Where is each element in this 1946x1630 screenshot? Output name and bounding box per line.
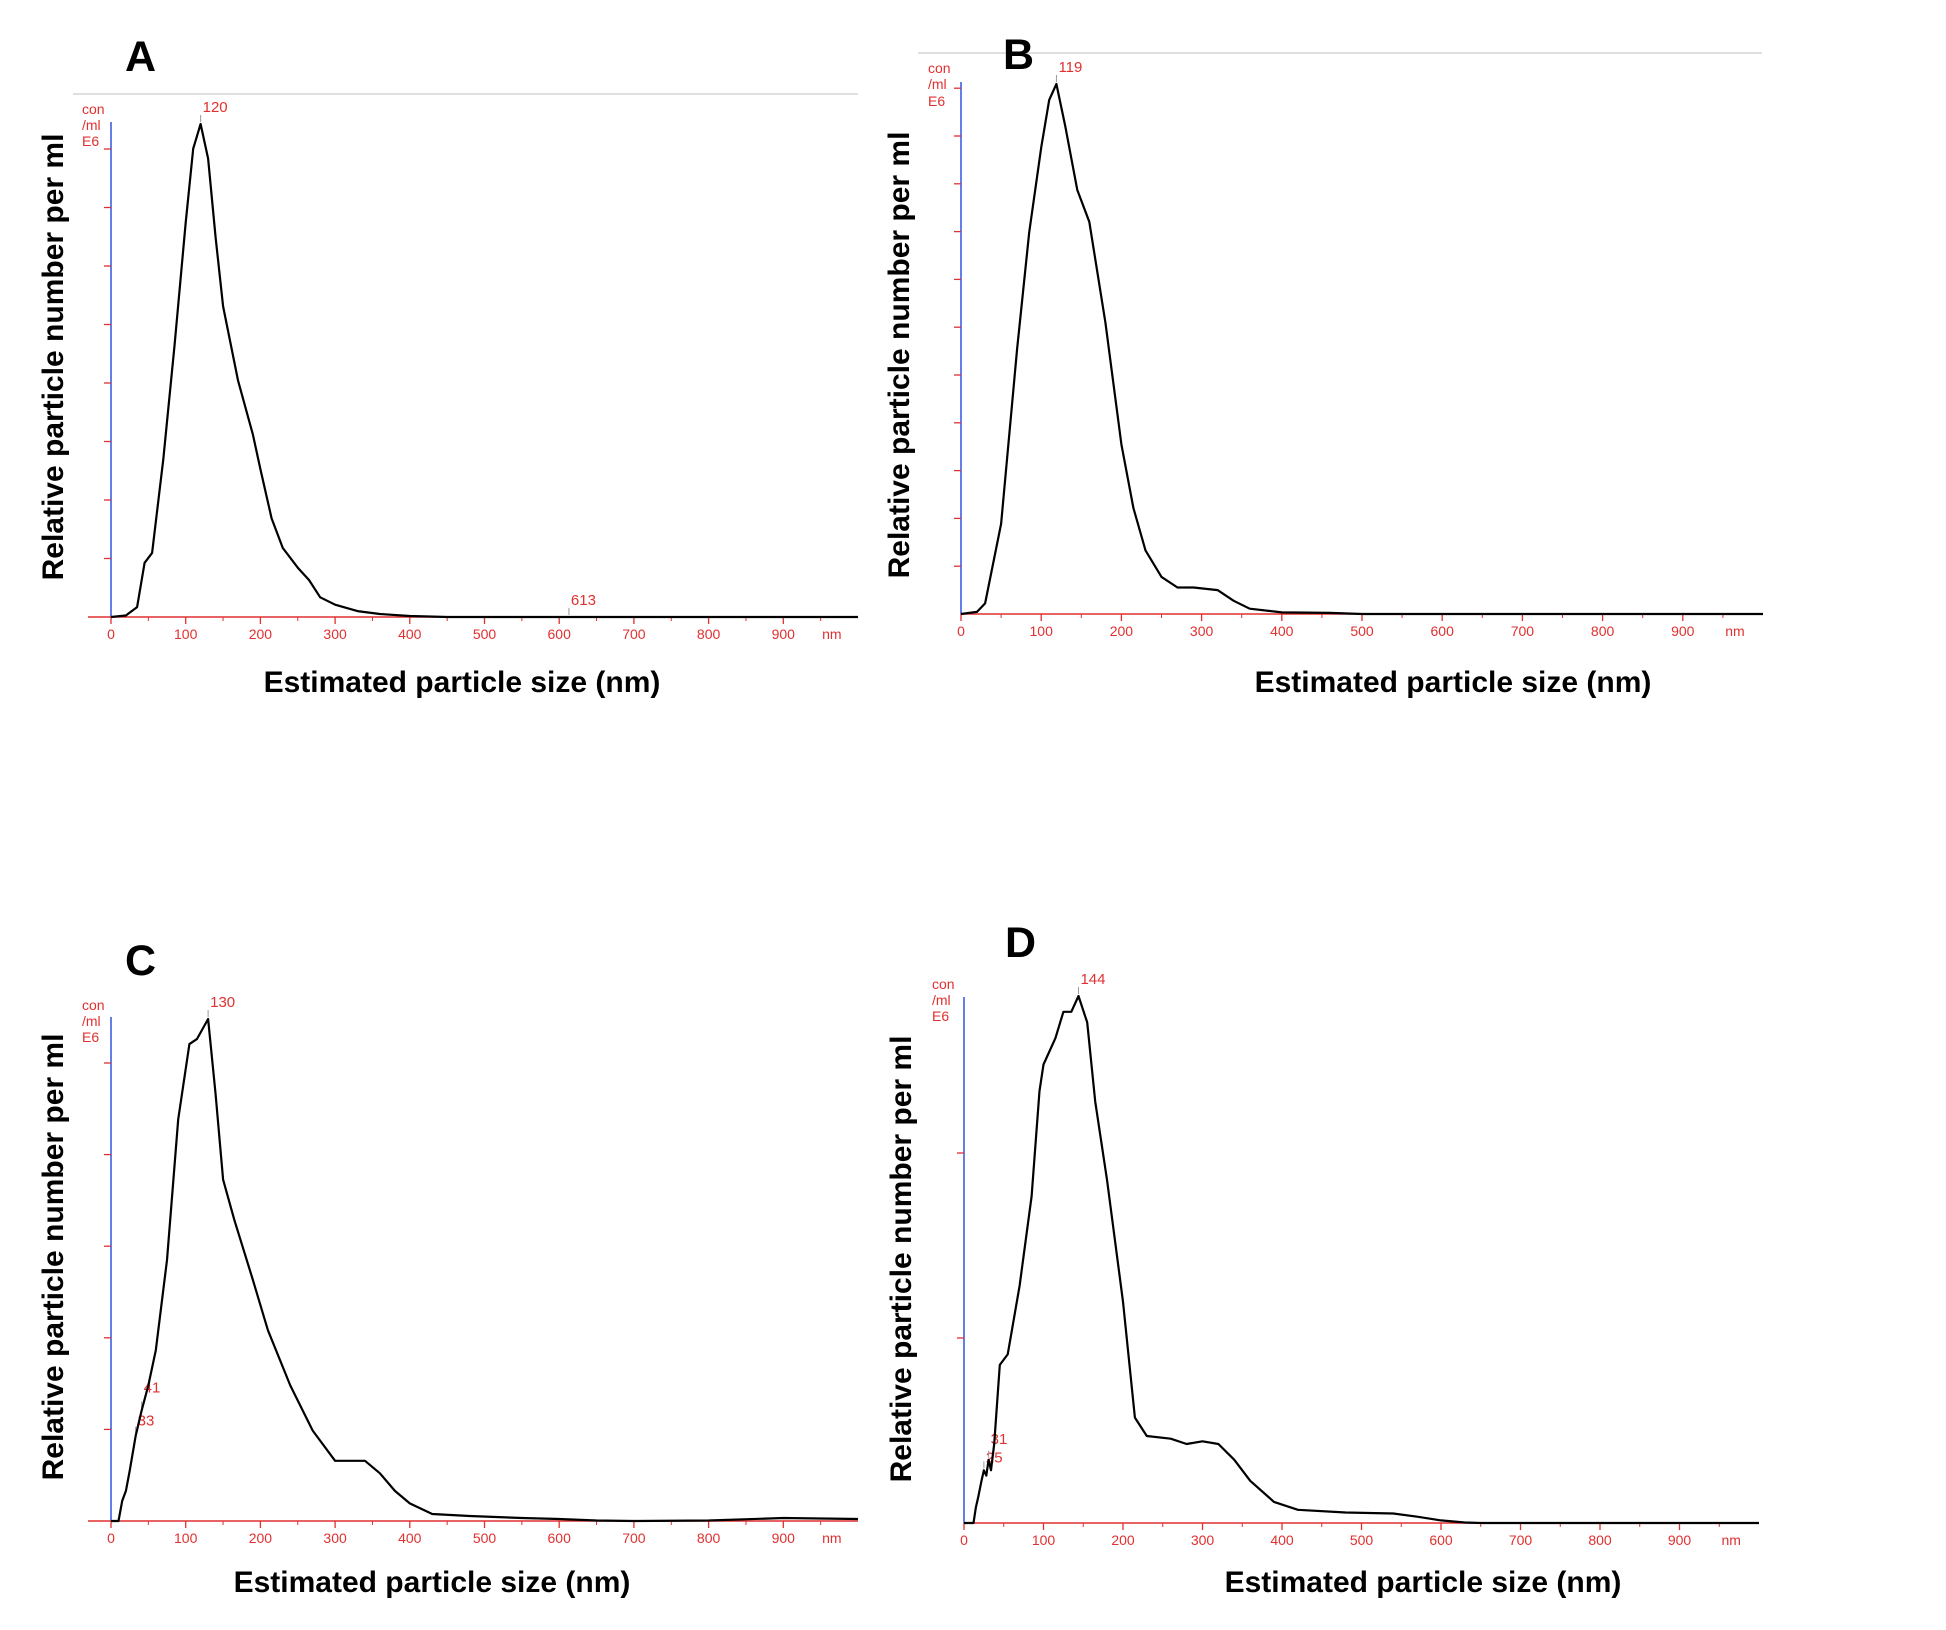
panel-a: A con /ml E6 0 100 200 300 400 500 600 700 800 90…: [37, 33, 858, 699]
panel-c-x-tick-label: 0: [107, 1530, 115, 1546]
panel-c-x-tick-label: 100: [174, 1530, 198, 1546]
panel-b-peak-labels: 119: [1055, 59, 1082, 82]
panel-a-x-tick-label: 400: [398, 626, 422, 642]
panel-a-x-tick-label: 500: [473, 626, 497, 642]
panel-a-x-axis-label: Estimated particle size (nm): [264, 666, 661, 699]
panel-d-unit-2: /ml: [932, 992, 951, 1008]
panel-b-x-tick-label: 900: [1671, 623, 1695, 639]
panel-b-x-tick-label: 0: [957, 623, 965, 639]
panel-b-x-tick-label: 800: [1591, 623, 1615, 639]
panel-c-x-tick-label: 400: [398, 1530, 422, 1546]
panel-a-x-tick-label: 200: [249, 626, 273, 642]
panel-d-x-ticks: 0 100 200 300 400 500 600 700 800 900 nm: [960, 1523, 1741, 1548]
panel-a-peak-label-613: 613: [571, 592, 596, 609]
panel-b-x-tick-label: 700: [1511, 623, 1535, 639]
panel-d-x-axis-label: Estimated particle size (nm): [1225, 1566, 1622, 1599]
panel-c-letter: C: [125, 937, 156, 985]
panel-b-letter: B: [1003, 31, 1034, 79]
panel-b-y-axis-label: Relative particle number per ml: [883, 132, 916, 579]
panel-b: B con /ml E6 0 100 200 300 400 500 600 700 800 90…: [883, 31, 1763, 699]
panel-d-curve: [964, 994, 1759, 1525]
panel-c-x-unit: nm: [822, 1530, 841, 1546]
panel-c-x-tick-label: 600: [548, 1530, 572, 1546]
panel-a-letter: A: [125, 33, 156, 81]
panel-a-y-ticks: [104, 148, 111, 560]
panel-d-x-tick-label: 600: [1429, 1532, 1453, 1548]
panel-d-x-unit: nm: [1721, 1532, 1740, 1548]
panel-c-unit-1: con: [82, 997, 105, 1013]
panel-a-x-ticks: 0 100 200 300 400 500 600 700 800 900 nm: [107, 617, 842, 642]
panel-d-unit-3: E6: [932, 1008, 949, 1024]
panel-d: D con /ml E6 0 100 200 300 400 500 600 700 800 90…: [885, 919, 1759, 1599]
panel-c-unit-2: /ml: [82, 1013, 101, 1029]
panel-a-y-axis-label: Relative particle number per ml: [37, 134, 70, 581]
panel-a-unit-2: /ml: [82, 117, 101, 133]
panel-d-letter: D: [1005, 919, 1036, 967]
panel-a-x-tick-label: 300: [323, 626, 347, 642]
panel-c-y-ticks: [104, 1062, 111, 1431]
panel-a-x-tick-label: 800: [697, 626, 721, 642]
panel-b-x-ticks: 0 100 200 300 400 500 600 700 800 900 nm: [957, 614, 1745, 639]
panel-c-x-tick-label: 800: [697, 1530, 721, 1546]
panel-b-unit-3: E6: [928, 93, 945, 109]
panel-d-x-tick-label: 100: [1032, 1532, 1056, 1548]
panel-c-x-tick-label: 300: [323, 1530, 347, 1546]
panel-a-peak-labels: 120 613: [200, 99, 596, 615]
panel-d-unit-1: con: [932, 976, 955, 992]
panel-a-x-tick-label: 100: [174, 626, 198, 642]
panel-d-y-ticks: [957, 1152, 964, 1339]
panel-c-peak-label-130: 130: [210, 994, 235, 1011]
panel-d-x-tick-label: 500: [1350, 1532, 1374, 1548]
panel-d-x-tick-label: 0: [960, 1532, 968, 1548]
panel-a-x-tick-label: 0: [107, 626, 115, 642]
panel-c-x-tick-label: 700: [622, 1530, 646, 1546]
panel-c-x-ticks: 0 100 200 300 400 500 600 700 800 900 nm: [107, 1521, 842, 1546]
panel-b-unit-2: /ml: [928, 76, 947, 92]
panel-b-x-tick-label: 100: [1030, 623, 1054, 639]
panel-c-x-tick-label: 500: [473, 1530, 497, 1546]
panel-d-x-tick-label: 200: [1111, 1532, 1135, 1548]
panel-c-x-tick-label: 200: [249, 1530, 273, 1546]
panel-b-y-ticks: [954, 87, 961, 567]
panel-d-peak-label-144: 144: [1080, 971, 1105, 988]
panel-a-unit-1: con: [82, 101, 105, 117]
panel-a-x-tick-label: 900: [772, 626, 796, 642]
panel-b-x-tick-label: 300: [1190, 623, 1214, 639]
panel-d-x-tick-label: 300: [1191, 1532, 1215, 1548]
panel-c-x-tick-label: 900: [772, 1530, 796, 1546]
panel-d-x-tick-label: 800: [1588, 1532, 1612, 1548]
panel-d-x-tick-label: 900: [1668, 1532, 1692, 1548]
panel-c-peak-label-33: 33: [138, 1413, 155, 1430]
panel-b-x-tick-label: 500: [1350, 623, 1374, 639]
panel-a-unit-3: E6: [82, 133, 99, 149]
panel-b-peak-label-119: 119: [1058, 59, 1082, 76]
panel-d-x-tick-label: 400: [1270, 1532, 1294, 1548]
panel-a-peak-label-120: 120: [203, 99, 228, 116]
panel-a-x-unit: nm: [822, 626, 841, 642]
panel-a-x-tick-label: 600: [548, 626, 572, 642]
panel-d-x-tick-label: 700: [1509, 1532, 1533, 1548]
panel-c-curve: [111, 1017, 859, 1523]
panel-b-x-axis-label: Estimated particle size (nm): [1255, 666, 1652, 699]
panel-b-x-tick-label: 600: [1431, 623, 1455, 639]
panel-d-y-axis-label: Relative particle number per ml: [885, 1036, 918, 1483]
panel-c-x-axis-label: Estimated particle size (nm): [234, 1566, 631, 1599]
panel-c: C con /ml E6 0 100 200 300 400 500 600 700 800 90…: [37, 937, 859, 1599]
panel-c-unit-3: E6: [82, 1029, 99, 1045]
panel-b-x-tick-label: 400: [1270, 623, 1294, 639]
panel-b-curve: [960, 82, 1763, 616]
panel-a-curve: [110, 122, 858, 619]
panel-b-unit-1: con: [928, 60, 951, 76]
panel-a-x-tick-label: 700: [622, 626, 646, 642]
panel-c-y-axis-label: Relative particle number per ml: [37, 1034, 70, 1481]
panel-b-x-unit: nm: [1725, 623, 1744, 639]
panel-b-x-tick-label: 200: [1110, 623, 1134, 639]
